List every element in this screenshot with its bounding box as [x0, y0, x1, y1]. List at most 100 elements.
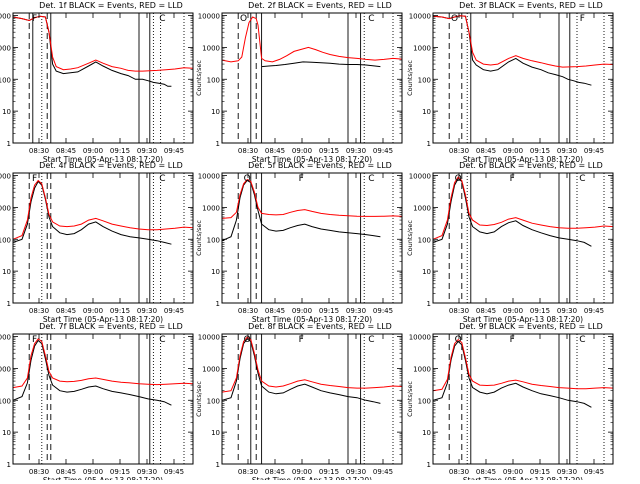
y-tick-label: 1000	[0, 365, 11, 373]
x-tick-label: 09:30	[557, 147, 577, 155]
x-tick-label: 09:00	[503, 468, 523, 476]
x-axis-label: Start Time (05-Apr-13 08:17:20)	[463, 315, 583, 324]
y-tick-label: 10	[211, 108, 220, 116]
state-marker-label: C	[368, 335, 374, 345]
x-axis-label: Start Time (05-Apr-13 08:17:20)	[252, 476, 372, 480]
x-axis-label: Start Time (05-Apr-13 08:17:20)	[463, 155, 583, 164]
y-axis-label: Counts/sec	[195, 381, 203, 417]
x-tick-label: 08:45	[476, 147, 496, 155]
y-tick-label: 10000	[409, 173, 431, 181]
plot-frame	[221, 172, 403, 304]
chart-panel-7: Det. 7f BLACK = Events, RED = LLD 1 10 100 1…	[0, 322, 194, 484]
x-tick-label: 09:00	[292, 147, 312, 155]
plot-frame	[12, 12, 194, 144]
state-marker-label: C	[159, 335, 165, 345]
y-tick-label: 1000	[202, 44, 220, 52]
x-tick-label: 08:30	[238, 147, 258, 155]
x-axis-label: Start Time (05-Apr-13 08:17:20)	[43, 315, 163, 324]
chart-panel-8: Det. 8f BLACK = Events, RED = LLD 1 10 100 1…	[195, 322, 403, 484]
y-tick-label: 10000	[0, 173, 11, 181]
state-marker-label: C	[159, 14, 165, 24]
y-tick-label: 10000	[198, 334, 220, 342]
x-tick-label: 09:30	[137, 468, 157, 476]
y-tick-label: 1	[427, 300, 431, 308]
x-tick-label: 09:30	[137, 307, 157, 315]
x-tick-label: 08:45	[476, 468, 496, 476]
x-tick-label: 09:30	[346, 147, 366, 155]
y-tick-label: 10	[2, 108, 11, 116]
state-marker-label: F	[32, 14, 37, 24]
x-tick-label: 09:45	[584, 307, 604, 315]
x-tick-label: 08:30	[449, 468, 469, 476]
y-tick-label: 1000	[202, 204, 220, 212]
state-marker-label: O	[244, 335, 251, 345]
lld-series-line	[12, 179, 194, 240]
x-tick-label: 09:30	[346, 307, 366, 315]
x-tick-label: 08:30	[449, 147, 469, 155]
x-tick-label: 08:45	[265, 468, 285, 476]
lld-series-line	[12, 338, 194, 389]
x-tick-label: 09:30	[137, 147, 157, 155]
y-tick-label: 100	[418, 236, 431, 244]
y-tick-label: 100	[0, 236, 11, 244]
lld-series-line	[221, 16, 403, 63]
x-tick-label: 08:45	[56, 147, 76, 155]
y-tick-label: 100	[207, 236, 220, 244]
x-tick-label: 09:00	[83, 307, 103, 315]
y-axis-label: Counts/sec	[406, 381, 414, 417]
x-tick-label: 09:15	[110, 307, 130, 315]
x-tick-label: 08:30	[29, 468, 49, 476]
x-tick-label: 08:30	[238, 307, 258, 315]
plot-frame	[221, 333, 403, 465]
x-tick-label: 09:15	[530, 147, 550, 155]
lld-series-line	[221, 336, 403, 393]
state-marker-label: F	[580, 14, 585, 24]
state-marker-label: C	[579, 335, 585, 345]
y-tick-label: 1	[7, 300, 11, 308]
y-tick-label: 10	[422, 429, 431, 437]
events-series-line	[432, 340, 592, 408]
y-tick-label: 100	[0, 397, 11, 405]
x-tick-label: 09:15	[530, 468, 550, 476]
x-tick-label: 09:00	[292, 468, 312, 476]
y-tick-label: 10000	[409, 334, 431, 342]
chart-panel-5: Det. 5f BLACK = Events, RED = LLD 1 10 100 1…	[195, 161, 403, 324]
state-marker-label: C	[159, 174, 165, 184]
x-tick-label: 08:45	[476, 307, 496, 315]
x-tick-label: 09:45	[373, 468, 393, 476]
plot-frame	[432, 333, 614, 465]
state-marker-label: F	[510, 174, 515, 184]
y-tick-label: 100	[418, 397, 431, 405]
y-tick-label: 1	[427, 461, 431, 469]
lld-series-line	[432, 176, 614, 240]
x-tick-label: 09:15	[319, 468, 339, 476]
x-tick-label: 08:30	[29, 147, 49, 155]
state-marker-label: O	[455, 174, 462, 184]
x-axis-label: Start Time (05-Apr-13 08:17:20)	[252, 315, 372, 324]
x-axis-label: Start Time (05-Apr-13 08:17:20)	[43, 155, 163, 164]
state-marker-label: F	[299, 174, 304, 184]
state-marker-label: F	[32, 335, 37, 345]
chart-panel-6: Det. 6f BLACK = Events, RED = LLD 1 10 100 1…	[406, 161, 614, 324]
y-axis-label: Counts/sec	[406, 220, 414, 256]
state-marker-label: C	[368, 14, 374, 24]
y-tick-label: 10	[2, 268, 11, 276]
y-tick-label: 1	[216, 300, 220, 308]
x-tick-label: 09:00	[503, 147, 523, 155]
state-marker-label: C	[368, 174, 374, 184]
y-tick-label: 1	[7, 140, 11, 148]
y-tick-label: 100	[0, 76, 11, 84]
lld-series-line	[12, 15, 194, 72]
y-tick-label: 10000	[0, 13, 11, 21]
y-axis-label: Counts/sec	[195, 220, 203, 256]
plot-frame	[12, 172, 194, 304]
x-axis-label: Start Time (05-Apr-13 08:17:20)	[463, 476, 583, 480]
x-tick-label: 09:15	[530, 307, 550, 315]
y-tick-label: 10	[422, 268, 431, 276]
x-tick-label: 08:30	[29, 307, 49, 315]
chart-title: Det. 9f BLACK = Events, RED = LLD	[459, 322, 603, 331]
y-tick-label: 1000	[413, 44, 431, 52]
state-marker-label: F	[32, 174, 37, 184]
x-tick-label: 08:30	[449, 307, 469, 315]
